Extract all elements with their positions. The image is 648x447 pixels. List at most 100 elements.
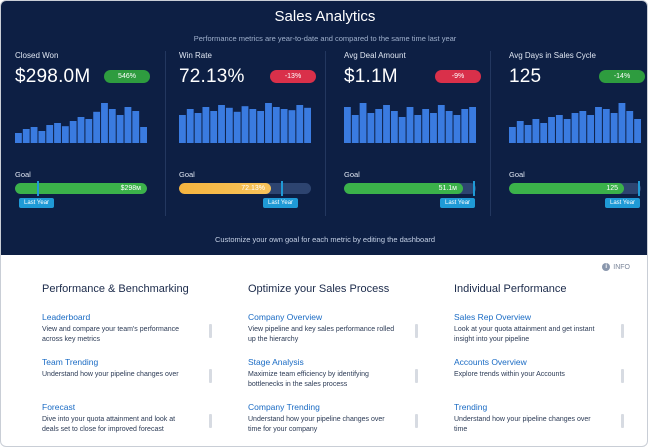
last-year-tag: Last Year (263, 198, 299, 208)
goal-label: Goal (179, 170, 195, 179)
metric-bar (69, 121, 77, 143)
metric-bar (241, 106, 249, 143)
metric-bar (469, 107, 476, 143)
metric-bar (571, 113, 579, 143)
metric-bar (30, 127, 38, 143)
metric-bar (587, 115, 595, 143)
customize-hint: Customize your own goal for each metric … (214, 235, 436, 244)
metric-bar (634, 119, 641, 143)
list-item: Trending Understand how your pipeline ch… (454, 402, 624, 446)
metric-bar (210, 111, 218, 143)
metric-bar (351, 115, 359, 143)
metric-bar (602, 109, 610, 143)
item-scrollbar[interactable] (209, 369, 212, 383)
metric-bar (383, 105, 390, 143)
last-year-tag: Last Year (440, 198, 476, 208)
company-overview-link[interactable]: Company Overview (248, 312, 323, 322)
metric-bar (61, 126, 69, 143)
metric-bar (101, 103, 108, 143)
metric-bar (555, 115, 563, 143)
metric-bar (453, 115, 461, 143)
metric-bar (406, 107, 414, 143)
metric-bar (461, 109, 469, 143)
item-scrollbar[interactable] (209, 414, 212, 428)
item-scrollbar[interactable] (621, 324, 624, 338)
metric-bar (93, 111, 101, 143)
column-title: Individual Performance (454, 283, 567, 295)
metric-card-avg-deal-amount[interactable]: Avg Deal Amount $1.1M -9% Goal 51.1м Las… (344, 48, 504, 218)
metric-bar (202, 107, 210, 143)
metric-divider (165, 51, 166, 216)
metric-bar (618, 103, 626, 143)
metric-card-win-rate[interactable]: Win Rate 72.13% -13% Goal 72.13% Last Ye… (179, 48, 339, 218)
item-scrollbar[interactable] (209, 324, 212, 338)
item-description: View and compare your team's performance… (42, 326, 179, 343)
metric-bar (422, 109, 430, 143)
metric-bar (218, 105, 225, 143)
metric-bar (77, 117, 85, 143)
last-year-tag: Last Year (605, 198, 641, 208)
metric-bar (194, 113, 202, 143)
list-item: Company Trending Understand how your pip… (248, 402, 418, 446)
item-description: Maximize team efficiency by identifying … (248, 371, 369, 388)
metric-bar (108, 109, 116, 143)
metric-bar (516, 121, 524, 143)
team-trending-link[interactable]: Team Trending (42, 357, 99, 367)
goal-label: Goal (509, 170, 525, 179)
metric-bar (524, 125, 532, 143)
accounts-overview-link[interactable]: Accounts Overview (454, 357, 527, 367)
goal-value: 72.13% (241, 185, 265, 192)
goal-value: 51.1м (438, 185, 457, 192)
forecast-link[interactable]: Forecast (42, 402, 76, 412)
metric-bar (272, 107, 280, 143)
list-item: Stage Analysis Maximize team efficiency … (248, 357, 418, 402)
trending-link[interactable]: Trending (454, 402, 488, 412)
last-year-marker (638, 181, 640, 196)
metric-label: Closed Won (15, 51, 59, 60)
leaderboard-link[interactable]: Leaderboard (42, 312, 91, 322)
metric-label: Win Rate (179, 51, 212, 60)
metric-bar (375, 109, 383, 143)
column-individual-performance: Individual Performance Sales Rep Overvie… (454, 283, 634, 446)
metric-bar (367, 113, 375, 143)
list-item: Leaderboard View and compare your team's… (42, 312, 212, 357)
company-trending-link[interactable]: Company Trending (248, 402, 320, 412)
metric-bar-chart (15, 103, 147, 143)
item-scrollbar[interactable] (621, 369, 624, 383)
item-scrollbar[interactable] (415, 324, 418, 338)
metric-bar (288, 110, 296, 143)
stage-analysis-link[interactable]: Stage Analysis (248, 357, 304, 367)
sales-rep-overview-link[interactable]: Sales Rep Overview (454, 312, 532, 322)
list-item: Team Trending Understand how your pipeli… (42, 357, 212, 402)
metric-label: Avg Days in Sales Cycle (509, 51, 596, 60)
metric-bar (563, 119, 571, 143)
metric-bar (280, 109, 288, 143)
metric-bar (626, 111, 634, 143)
list-item: Accounts Overview Explore trends within … (454, 357, 624, 402)
item-scrollbar[interactable] (415, 369, 418, 383)
metric-bar (532, 119, 540, 143)
metric-divider (325, 51, 326, 216)
goal-progress-fill (509, 183, 624, 194)
item-scrollbar[interactable] (415, 414, 418, 428)
list-item: Forecast Dive into your quota attainment… (42, 402, 212, 446)
list-item: Company Overview View pipeline and key s… (248, 312, 418, 357)
goal-progress-fill (15, 183, 147, 194)
metric-card-avg-days-sales-cycle[interactable]: Avg Days in Sales Cycle 125 -14% Goal 12… (509, 48, 647, 218)
metric-bar (116, 115, 124, 143)
column-optimize-sales-process: Optimize your Sales Process Company Over… (248, 283, 428, 446)
last-year-marker (37, 181, 39, 196)
goal-progress-track: $298м (15, 183, 147, 194)
metric-label: Avg Deal Amount (344, 51, 406, 60)
metric-bar (186, 109, 194, 143)
metric-bar (179, 115, 186, 143)
metric-bar (249, 109, 257, 143)
metric-card-closed-won[interactable]: Closed Won $298.0M 546% Goal $298м Last … (15, 48, 175, 218)
info-button[interactable]: i INFO (602, 263, 630, 271)
item-scrollbar[interactable] (621, 414, 624, 428)
metric-bar (296, 105, 304, 143)
metric-bar (595, 107, 602, 143)
metric-bar (359, 103, 367, 143)
metric-bar (540, 123, 548, 143)
